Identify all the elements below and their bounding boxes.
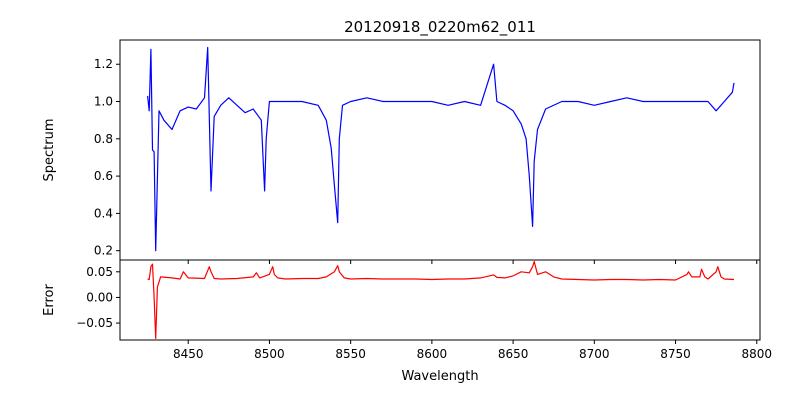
- error-panel: −0.05 0.00 0.05 8450 8500 8550 8600 8650 8700 87…: [42, 259, 772, 384]
- spectrum-y-axis-label: Spectrum: [42, 119, 57, 182]
- error-y-tick-label: −0.05: [76, 316, 113, 330]
- spectrum-y-tick-label: 0.2: [94, 244, 113, 258]
- error-x-tick-label: 8800: [741, 347, 772, 361]
- error-x-tick-label: 8700: [579, 347, 610, 361]
- spectrum-panel: 0.2 0.4 0.6 0.8 1.0 1.2 Spectrum: [42, 39, 761, 264]
- spectrum-line: [147, 46, 735, 252]
- chart-title: 20120918_0220m62_011: [344, 18, 536, 37]
- error-y-axis-label: Error: [42, 284, 57, 316]
- spectrum-y-tick-label: 0.6: [94, 169, 113, 183]
- spectrum-y-ticks: 0.2 0.4 0.6 0.8 1.0 1.2: [94, 57, 120, 258]
- error-x-tick-label: 8500: [254, 347, 285, 361]
- error-y-tick-label: 0.05: [86, 265, 113, 279]
- error-x-tick-label: 8550: [335, 347, 366, 361]
- spectrum-y-tick-label: 0.4: [94, 206, 113, 220]
- spectrum-y-tick-label: 0.8: [94, 132, 113, 146]
- error-x-tick-label: 8750: [660, 347, 691, 361]
- spectrum-y-tick-label: 1.0: [94, 95, 113, 109]
- error-y-tick-label: 0.00: [86, 290, 113, 304]
- error-x-tick-label: 8450: [173, 347, 204, 361]
- x-axis-label: Wavelength: [401, 369, 478, 384]
- error-x-tick-label: 8600: [417, 347, 448, 361]
- error-line: [147, 260, 735, 340]
- error-x-ticks: 8450 8500 8550 8600 8650 8700 8750 8800: [173, 340, 772, 361]
- error-plot-frame: [119, 259, 761, 341]
- error-y-ticks: −0.05 0.00 0.05: [76, 265, 120, 330]
- error-x-tick-label: 8650: [498, 347, 529, 361]
- spectrum-y-tick-label: 1.2: [94, 57, 113, 71]
- spectrum-x-ticks: [187, 260, 758, 264]
